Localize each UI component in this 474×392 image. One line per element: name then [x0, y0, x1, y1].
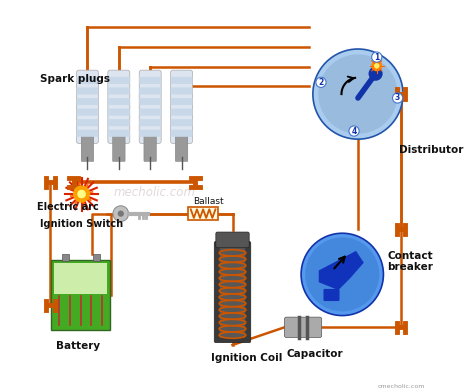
FancyBboxPatch shape [76, 77, 99, 84]
Polygon shape [319, 251, 364, 290]
FancyBboxPatch shape [284, 317, 322, 338]
FancyBboxPatch shape [171, 130, 192, 137]
FancyBboxPatch shape [139, 130, 161, 137]
Text: Spark plugs: Spark plugs [40, 74, 110, 84]
FancyBboxPatch shape [139, 87, 161, 94]
Circle shape [392, 93, 403, 103]
FancyBboxPatch shape [76, 119, 99, 126]
Text: cmecholic.com: cmecholic.com [378, 384, 425, 389]
FancyBboxPatch shape [188, 207, 218, 220]
Circle shape [349, 126, 359, 136]
FancyBboxPatch shape [76, 109, 99, 116]
FancyBboxPatch shape [139, 98, 161, 105]
Text: Capacitor: Capacitor [286, 349, 343, 359]
FancyBboxPatch shape [108, 77, 130, 84]
Circle shape [371, 60, 382, 71]
Circle shape [368, 67, 383, 81]
Text: 4: 4 [351, 127, 356, 136]
Text: Ballast: Ballast [193, 197, 224, 206]
FancyBboxPatch shape [112, 132, 125, 162]
Circle shape [318, 54, 398, 134]
Text: 3: 3 [395, 94, 400, 102]
FancyBboxPatch shape [51, 260, 110, 330]
FancyBboxPatch shape [171, 87, 192, 94]
FancyBboxPatch shape [144, 132, 156, 162]
FancyBboxPatch shape [76, 130, 99, 137]
Text: Ignition Coil: Ignition Coil [211, 353, 283, 363]
FancyBboxPatch shape [62, 254, 69, 261]
Text: Distributor: Distributor [399, 145, 464, 155]
FancyBboxPatch shape [108, 87, 130, 94]
Text: Electric arc: Electric arc [36, 202, 98, 212]
FancyBboxPatch shape [139, 70, 161, 143]
FancyBboxPatch shape [220, 246, 245, 338]
FancyBboxPatch shape [81, 132, 94, 162]
FancyBboxPatch shape [323, 289, 339, 301]
Circle shape [301, 233, 383, 316]
FancyBboxPatch shape [214, 241, 251, 343]
FancyBboxPatch shape [108, 70, 130, 143]
FancyBboxPatch shape [139, 119, 161, 126]
FancyBboxPatch shape [171, 70, 192, 143]
Text: 1: 1 [374, 53, 379, 62]
FancyBboxPatch shape [171, 98, 192, 105]
FancyBboxPatch shape [139, 109, 161, 116]
Circle shape [372, 52, 382, 62]
Circle shape [316, 77, 326, 87]
FancyBboxPatch shape [108, 119, 130, 126]
Text: Battery: Battery [56, 341, 100, 351]
FancyBboxPatch shape [54, 263, 107, 294]
Text: 2: 2 [319, 78, 324, 87]
Circle shape [77, 190, 86, 198]
FancyBboxPatch shape [76, 70, 99, 143]
FancyBboxPatch shape [108, 130, 130, 137]
Text: Contact
breaker: Contact breaker [387, 251, 433, 272]
Circle shape [305, 238, 379, 311]
FancyBboxPatch shape [108, 98, 130, 105]
Text: mecholic.com: mecholic.com [113, 186, 195, 199]
FancyBboxPatch shape [216, 232, 249, 248]
Circle shape [374, 63, 380, 69]
FancyBboxPatch shape [76, 98, 99, 105]
FancyBboxPatch shape [76, 87, 99, 94]
Circle shape [118, 211, 124, 217]
FancyBboxPatch shape [171, 109, 192, 116]
FancyBboxPatch shape [171, 119, 192, 126]
Circle shape [113, 206, 128, 221]
FancyBboxPatch shape [175, 132, 188, 162]
Circle shape [73, 185, 90, 203]
Text: Ignition Switch: Ignition Switch [40, 220, 124, 229]
FancyBboxPatch shape [139, 77, 161, 84]
FancyBboxPatch shape [171, 77, 192, 84]
FancyBboxPatch shape [93, 254, 100, 261]
FancyBboxPatch shape [108, 109, 130, 116]
Circle shape [313, 49, 403, 139]
